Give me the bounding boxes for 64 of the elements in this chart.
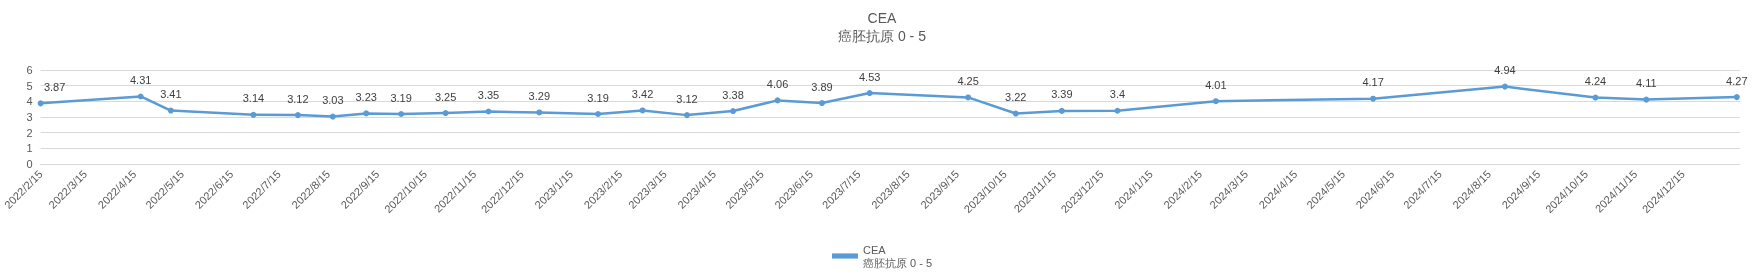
data-label: 3.38 (722, 88, 744, 101)
data-label: 4.06 (766, 77, 789, 90)
point (1501, 83, 1508, 90)
point (1212, 98, 1219, 105)
data-label: 4.27 (1726, 74, 1748, 87)
data-label: 3.12 (287, 92, 309, 105)
data-label: 3.89 (811, 80, 833, 93)
point (485, 108, 492, 115)
data-label: 4.24 (1584, 75, 1607, 88)
data-label: 4.01 (1205, 78, 1227, 91)
point (167, 107, 174, 114)
data-label: 3.19 (390, 91, 412, 104)
data-label: 4.25 (957, 74, 979, 87)
data-label: 4.11 (1636, 77, 1657, 90)
point (363, 110, 370, 117)
chart-subtitle: 癌胚抗原 0 - 5 (838, 28, 927, 44)
data-label: 4.17 (1362, 76, 1384, 89)
point (329, 113, 336, 120)
legend-label: CEA 癌胚抗原 0 - 5 (862, 243, 933, 269)
point (1370, 95, 1377, 102)
data-label: 3.35 (477, 89, 500, 102)
y-tick-label: 0 (26, 158, 33, 170)
point (442, 110, 449, 117)
point (294, 112, 301, 119)
point (1114, 107, 1121, 114)
y-tick-label: 2 (26, 126, 33, 139)
point (1012, 110, 1019, 117)
data-label: 3.14 (242, 92, 265, 105)
point (774, 97, 781, 104)
y-tick-label: 5 (26, 79, 33, 92)
data-label: 3.23 (355, 90, 377, 103)
point (730, 108, 737, 115)
point (595, 111, 602, 118)
data-label: 4.31 (129, 73, 152, 86)
point (37, 100, 44, 107)
data-label: 4.94 (1494, 64, 1516, 77)
point (965, 94, 972, 101)
point (250, 111, 257, 118)
point (1733, 94, 1740, 101)
y-tick-label: 1 (26, 142, 33, 155)
data-label: 4.53 (858, 70, 881, 83)
data-label: 3.87 (43, 80, 66, 93)
point (866, 90, 873, 97)
data-label: 3.29 (528, 89, 551, 102)
point (1643, 96, 1650, 103)
y-tick-label: 6 (26, 64, 33, 76)
point (1592, 94, 1599, 101)
point (819, 100, 826, 107)
point (398, 111, 405, 118)
point (1058, 107, 1065, 114)
chart-title: CEA (867, 10, 898, 26)
data-label: 3.19 (587, 91, 609, 104)
data-label: 3.12 (676, 92, 698, 105)
data-label: 3.4 (1109, 88, 1126, 101)
data-label: 3.42 (631, 87, 654, 100)
data-label: 3.22 (1005, 91, 1027, 104)
y-tick-label: 3 (26, 111, 33, 123)
y-tick-label: 4 (26, 95, 33, 108)
point (639, 107, 646, 114)
data-label: 3.41 (160, 88, 182, 101)
data-label: 3.25 (434, 90, 457, 103)
data-label: 3.39 (1051, 88, 1073, 101)
data-label: 3.03 (322, 94, 344, 107)
point (684, 112, 691, 119)
